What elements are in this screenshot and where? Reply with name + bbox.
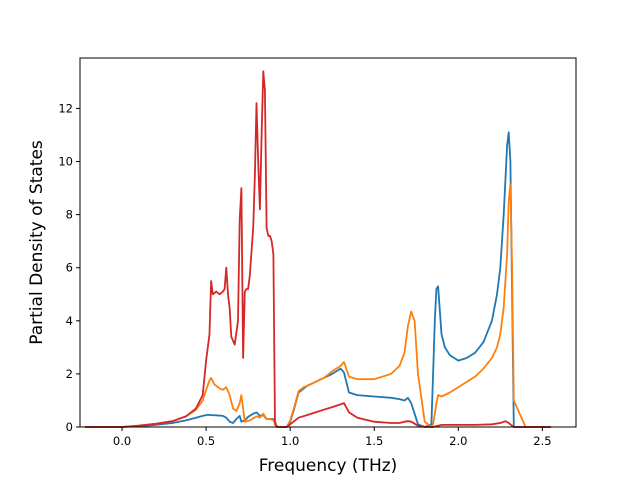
x-tick-label: 1.0 [281, 434, 299, 448]
y-tick-label: 10 [58, 155, 73, 169]
y-tick-label: 6 [66, 261, 73, 275]
series-line-1 [85, 131, 551, 428]
y-axis-label: Partial Density of States [27, 140, 47, 345]
series-line-2 [85, 183, 551, 428]
x-axis-ticks: 0.0 0.5 1.0 1.5 2.0 2.5 [113, 427, 552, 448]
y-tick-label: 2 [66, 367, 73, 381]
x-tick-label: 0.5 [197, 434, 215, 448]
series-layer [85, 70, 551, 428]
x-tick-label: 1.5 [365, 434, 383, 448]
y-axis-ticks: 0 2 4 6 8 10 12 [58, 101, 80, 434]
x-tick-label: 0.0 [113, 434, 131, 448]
y-tick-label: 12 [58, 101, 73, 115]
series-line-3 [85, 70, 551, 428]
y-tick-label: 4 [66, 314, 73, 328]
y-tick-label: 0 [66, 420, 73, 434]
x-tick-label: 2.5 [533, 434, 551, 448]
x-tick-label: 2.0 [449, 434, 467, 448]
plot-frame [79, 57, 577, 428]
x-axis-label: Frequency (THz) [259, 456, 398, 476]
y-tick-label: 8 [66, 208, 73, 222]
